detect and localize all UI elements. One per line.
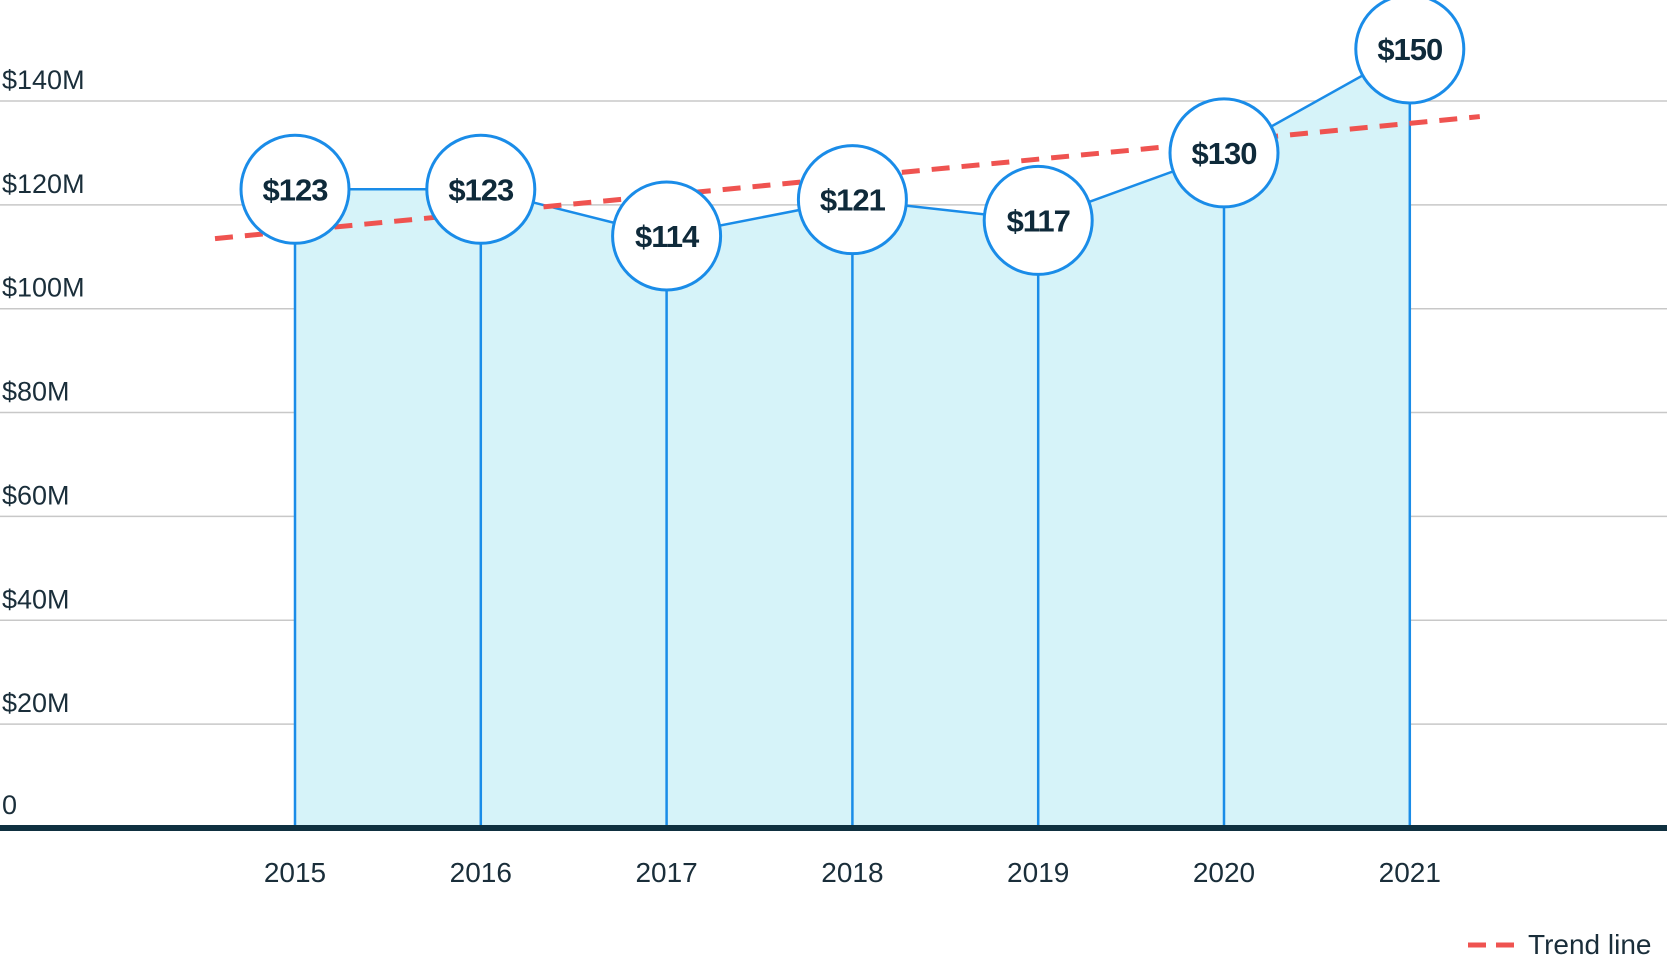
- x-tick-label: 2020: [1193, 857, 1255, 888]
- y-tick-label: $20M: [2, 688, 70, 718]
- y-tick-label: 0: [2, 790, 17, 820]
- y-axis-ticks: 0 $20M $40M $60M $80M $100M $120M $140M: [2, 65, 85, 820]
- data-label: $123: [448, 172, 514, 207]
- data-label: $130: [1192, 136, 1257, 171]
- data-label: $121: [820, 183, 886, 218]
- data-label: $114: [635, 219, 700, 254]
- data-point: $150: [1354, 0, 1466, 105]
- data-label: $117: [1007, 203, 1070, 238]
- y-tick-label: $40M: [2, 584, 70, 614]
- legend-trend-label: Trend line: [1528, 929, 1651, 960]
- data-point: $121: [796, 144, 908, 256]
- data-point-marker: [796, 144, 908, 256]
- data-point: $117: [982, 164, 1094, 276]
- data-point-marker: [425, 133, 537, 245]
- legend: Trend line: [1468, 929, 1651, 960]
- data-point-marker: [239, 133, 351, 245]
- y-tick-label: $60M: [2, 480, 70, 510]
- data-point: $123: [239, 133, 351, 245]
- data-label: $123: [263, 172, 329, 207]
- data-point: $123: [425, 133, 537, 245]
- data-point: $130: [1168, 97, 1280, 209]
- data-point: $114: [611, 180, 723, 292]
- y-tick-label: $80M: [2, 377, 70, 407]
- x-tick-label: 2016: [450, 857, 512, 888]
- x-tick-label: 2021: [1379, 857, 1441, 888]
- x-tick-label: 2017: [635, 857, 697, 888]
- y-tick-label: $100M: [2, 273, 85, 303]
- data-points: $123 $123 $114 $121 $117 $130 $150: [239, 0, 1466, 292]
- y-tick-label: $140M: [2, 65, 85, 95]
- x-tick-label: 2015: [264, 857, 326, 888]
- x-tick-label: 2018: [821, 857, 883, 888]
- data-point-marker: [982, 164, 1094, 276]
- data-point-marker: [611, 180, 723, 292]
- data-point-marker: [1168, 97, 1280, 209]
- y-tick-label: $120M: [2, 169, 85, 199]
- data-label: $150: [1377, 32, 1442, 67]
- x-axis-ticks: 2015 2016 2017 2018 2019 2020 2021: [264, 857, 1441, 888]
- data-point-marker: [1354, 0, 1466, 105]
- x-tick-label: 2019: [1007, 857, 1069, 888]
- drop-lines: [293, 49, 1412, 828]
